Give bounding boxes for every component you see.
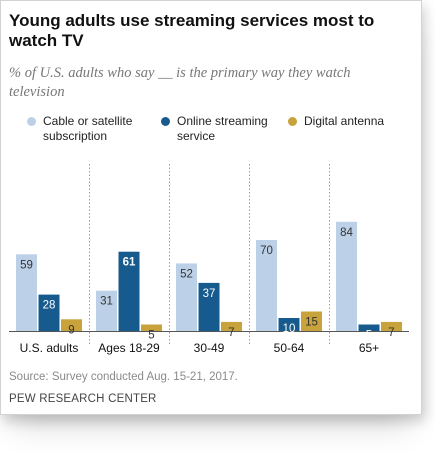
- bar-streaming-u-s-adults: [38, 294, 60, 331]
- data-label-antenna-50-64: 15: [305, 317, 318, 329]
- data-label-antenna-ages-18-29: 5: [148, 330, 154, 342]
- bar-antenna-ages-18-29: [141, 324, 162, 331]
- legend-item-antenna: Digital antenna: [288, 114, 408, 129]
- data-label-antenna-65: 7: [388, 327, 394, 339]
- bar-streaming-50-64: [278, 318, 300, 331]
- legend-label-streaming: Online streaming service: [177, 114, 268, 143]
- category-label-u-s-adults: U.S. adults: [20, 341, 79, 355]
- data-label-streaming-ages-18-29: 61: [123, 257, 136, 269]
- bar-antenna-50-64: [301, 311, 322, 331]
- legend-swatch-antenna: [288, 117, 297, 126]
- category-label-30-49: 30-49: [194, 341, 225, 355]
- data-label-cable-50-64: 70: [260, 245, 273, 257]
- bar-streaming-ages-18-29: [118, 251, 140, 331]
- data-label-antenna-30-49: 7: [228, 327, 234, 339]
- data-label-antenna-u-s-adults: 9: [68, 324, 74, 336]
- data-label-streaming-50-64: 10: [283, 323, 296, 335]
- bar-antenna-30-49: [221, 321, 242, 331]
- brand-label: PEW RESEARCH CENTER: [9, 393, 157, 405]
- bar-cable-65: [336, 221, 357, 331]
- source-note: Source: Survey conducted Aug. 15-21, 201…: [9, 371, 238, 383]
- legend-label-antenna: Digital antenna: [304, 114, 385, 128]
- data-label-streaming-65: 5: [366, 330, 372, 342]
- legend-item-streaming: Online streaming service: [161, 114, 271, 144]
- bar-cable-30-49: [176, 263, 197, 331]
- bar-antenna-u-s-adults: [61, 319, 82, 331]
- bar-antenna-65: [381, 321, 402, 331]
- bar-streaming-65: [358, 324, 380, 331]
- legend-swatch-cable: [27, 117, 36, 126]
- data-label-cable-65: 84: [340, 227, 353, 239]
- data-label-streaming-u-s-adults: 28: [43, 300, 56, 312]
- category-label-50-64: 50-64: [274, 341, 305, 355]
- bar-cable-u-s-adults: [16, 254, 37, 331]
- legend-label-cable: Cable or satellite subscription: [43, 114, 133, 143]
- category-label-ages-18-29: Ages 18-29: [98, 341, 160, 355]
- data-label-cable-ages-18-29: 31: [100, 296, 113, 308]
- chart-card: Young adults use streaming services most…: [0, 0, 422, 415]
- data-label-cable-30-49: 52: [180, 268, 193, 280]
- bar-streaming-30-49: [198, 282, 220, 331]
- data-label-streaming-30-49: 37: [203, 288, 216, 300]
- chart-title: Young adults use streaming services most…: [9, 11, 375, 50]
- category-label-65: 65+: [359, 341, 379, 355]
- data-label-cable-u-s-adults: 59: [20, 259, 33, 271]
- bar-cable-ages-18-29: [96, 290, 117, 331]
- chart-subtitle: % of U.S. adults who say __ is the prima…: [9, 65, 351, 100]
- bar-cable-50-64: [256, 240, 277, 331]
- legend-swatch-streaming: [161, 117, 170, 126]
- legend-item-cable: Cable or satellite subscription: [27, 114, 167, 144]
